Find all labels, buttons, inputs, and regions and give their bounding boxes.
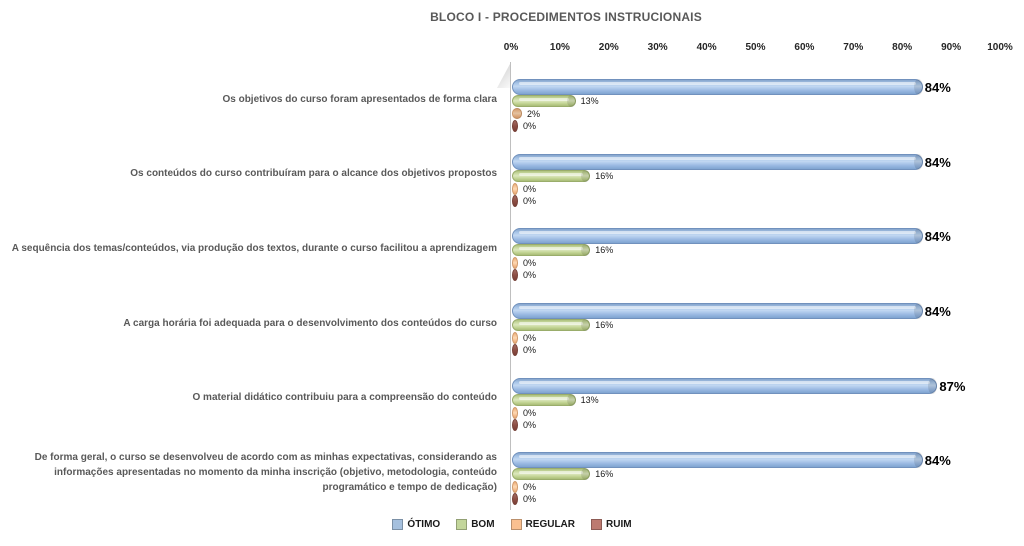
bar-regular <box>512 332 518 344</box>
value-label: 84% <box>924 304 951 319</box>
value-label: 2% <box>527 109 541 119</box>
value-label: 0% <box>523 121 537 131</box>
legend-label: ÓTIMO <box>407 519 441 530</box>
chart-legend: ÓTIMO BOM REGULAR RUIM <box>0 519 1024 530</box>
x-tick-label: 70% <box>843 42 864 53</box>
bar-regular <box>512 481 518 494</box>
category-label: Os objetivos do curso foram apresentados… <box>222 93 497 105</box>
bar-regular <box>512 182 518 195</box>
category-label: O material didático contribuiu para a co… <box>192 392 498 404</box>
value-label: 16% <box>595 320 614 330</box>
bar-timo <box>512 377 938 394</box>
bar-timo <box>512 153 923 170</box>
x-tick-label: 60% <box>794 42 815 53</box>
category-label: A carga horária foi adequada para o dese… <box>123 317 497 329</box>
chart-plot: 84% 13% 2% 0% 84% 16% 0% 0% 84% 16% 0% 0% 84% 16% 0% 0%… <box>511 62 1016 510</box>
value-label: 16% <box>595 170 614 181</box>
bar-timo <box>512 452 923 469</box>
bar-bom <box>512 169 591 182</box>
value-label: 16% <box>595 469 614 480</box>
value-label: 84% <box>924 80 951 95</box>
value-label: 84% <box>924 154 951 170</box>
bar-timo <box>512 79 923 95</box>
bar-bom <box>512 393 576 406</box>
legend-item-ruim: RUIM <box>591 519 632 530</box>
value-label: 13% <box>580 394 599 405</box>
x-tick-label: 50% <box>745 42 766 53</box>
x-tick-label: 90% <box>941 42 962 53</box>
x-tick-label: 30% <box>647 42 668 53</box>
bar-regular <box>512 406 518 419</box>
x-tick-label: 20% <box>598 42 619 53</box>
value-label: 16% <box>595 245 614 256</box>
bar-bom <box>512 468 591 481</box>
x-tick-label: 40% <box>696 42 717 53</box>
value-label: 0% <box>523 258 537 269</box>
legend-item-regular: REGULAR <box>510 519 575 530</box>
legend-item-timo: ÓTIMO <box>392 519 440 530</box>
category-label: Os conteúdos do curso contribuíram para … <box>130 168 497 180</box>
bar-ruim <box>512 269 518 282</box>
legend-item-bom: BOM <box>456 519 495 530</box>
value-label: 0% <box>523 183 537 194</box>
bar-ruim <box>512 120 518 132</box>
bar-ruim <box>512 418 518 431</box>
value-label: 0% <box>523 482 537 493</box>
bar-timo <box>512 303 923 319</box>
x-axis: 0% 10% 20% 30% 40% 50% 60% 70% 80% 90% 100% <box>504 42 1013 56</box>
value-label: 0% <box>523 333 537 343</box>
bar-ruim <box>512 194 518 207</box>
category-label: A sequência dos temas/conteúdos, via pro… <box>11 243 497 255</box>
legend-swatch-icon <box>591 519 602 530</box>
legend-swatch-icon <box>510 519 522 530</box>
y-axis-line <box>510 62 511 510</box>
value-label: 84% <box>924 453 951 469</box>
value-label: 87% <box>939 378 966 394</box>
value-label: 0% <box>523 195 537 206</box>
x-tick-label: 0% <box>503 42 519 53</box>
chart-title: BLOCO I - PROCEDIMENTOS INSTRUCIONAIS <box>430 10 702 24</box>
bar-regular <box>512 257 518 270</box>
value-label: 0% <box>523 494 537 505</box>
bar-bom <box>512 319 591 331</box>
value-label: 13% <box>580 96 599 106</box>
legend-swatch-icon <box>456 519 468 530</box>
bar-bom <box>512 95 576 107</box>
value-label: 84% <box>924 229 951 245</box>
bar-timo <box>512 228 923 245</box>
legend-swatch-icon <box>392 519 404 530</box>
bar-regular <box>512 108 522 119</box>
category-label: De forma geral, o curso se desenvolveu d… <box>34 452 497 494</box>
value-label: 0% <box>523 407 537 418</box>
category-axis: Os objetivos do curso foram apresentados… <box>0 62 503 510</box>
x-tick-label: 80% <box>892 42 913 53</box>
bar-bom <box>512 244 591 257</box>
bar-ruim <box>512 493 518 506</box>
legend-label: BOM <box>471 519 495 530</box>
x-tick-label: 100% <box>987 42 1013 53</box>
x-tick-label: 10% <box>549 42 570 53</box>
bar-ruim <box>512 344 518 356</box>
value-label: 0% <box>523 270 537 281</box>
legend-label: RUIM <box>606 519 632 530</box>
legend-label: REGULAR <box>525 519 575 530</box>
value-label: 0% <box>523 419 537 430</box>
value-label: 0% <box>523 345 537 355</box>
